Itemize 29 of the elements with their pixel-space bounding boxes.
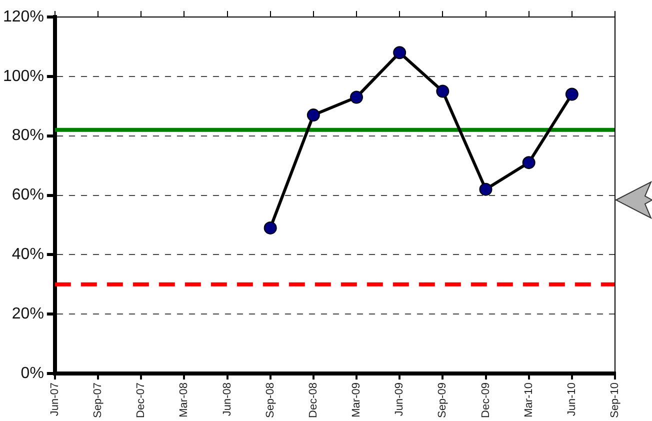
y-tick-label: 60% [12, 186, 44, 204]
y-tick-label: 40% [12, 246, 44, 264]
point [393, 46, 406, 60]
x-tick-label: Dec-07 [135, 382, 148, 418]
x-tick-label: Dec-09 [480, 382, 492, 418]
x-tick-label: Jun-10 [566, 382, 578, 416]
x-tick-label: Mar-09 [350, 382, 363, 418]
point [436, 84, 450, 98]
y-tick-label: 100% [3, 68, 44, 85]
point [522, 156, 536, 170]
point [264, 221, 277, 234]
x-tick-label: Jun-07 [48, 382, 61, 416]
point [479, 182, 492, 196]
y-tick-label: 0% [20, 364, 44, 382]
y-tick-label: 20% [12, 306, 44, 323]
x-tick-label: Jun-09 [394, 382, 406, 416]
x-tick-label: Mar-10 [522, 382, 535, 418]
x-tick-label: Sep-08 [264, 382, 276, 418]
y-tick-label: 80% [12, 127, 44, 144]
point [565, 88, 578, 101]
x-tick-label: Sep-10 [609, 382, 622, 418]
point [350, 90, 364, 104]
x-tick-label: Jun-08 [221, 382, 234, 416]
y-tick-label: 120% [3, 8, 44, 26]
x-tick-label: Mar-08 [178, 382, 190, 418]
x-tick-label: Sep-07 [92, 382, 104, 418]
x-tick-label: Dec-08 [307, 382, 320, 418]
point [306, 108, 320, 122]
x-tick-label: Sep-09 [436, 382, 449, 418]
